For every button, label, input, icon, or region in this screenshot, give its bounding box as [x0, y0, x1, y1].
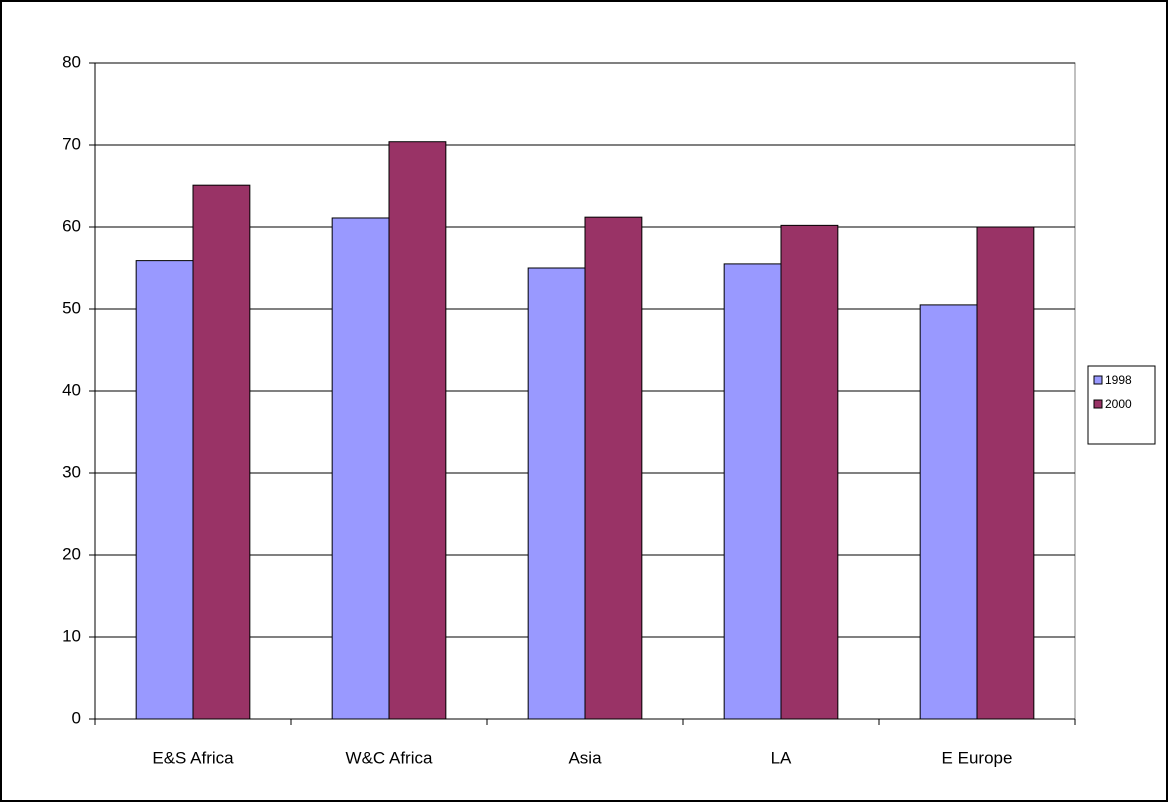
bar — [584, 216, 643, 720]
y-tick-label: 40 — [62, 380, 81, 399]
bar — [976, 226, 1035, 720]
x-tick-label: Asia — [568, 748, 602, 767]
bar — [388, 141, 447, 720]
x-tick-label: LA — [771, 748, 792, 767]
y-tick-label: 60 — [62, 216, 81, 235]
bar — [527, 267, 586, 720]
bar — [331, 217, 390, 720]
y-tick-label: 30 — [62, 462, 81, 481]
bar — [192, 184, 251, 720]
bar — [723, 263, 782, 720]
bar — [135, 260, 194, 720]
y-tick-label: 70 — [62, 134, 81, 153]
x-tick-label: E Europe — [942, 748, 1013, 767]
y-tick-label: 10 — [62, 626, 81, 645]
y-tick-label: 80 — [62, 52, 81, 71]
legend-swatch — [1093, 375, 1103, 385]
x-tick-label: E&S Africa — [152, 748, 234, 767]
legend-label: 2000 — [1105, 397, 1132, 411]
bar — [919, 304, 978, 720]
y-tick-label: 50 — [62, 298, 81, 317]
legend-swatch — [1093, 399, 1103, 409]
y-tick-label: 20 — [62, 544, 81, 563]
bar — [780, 224, 839, 720]
y-tick-label: 0 — [72, 708, 81, 727]
x-tick-label: W&C Africa — [346, 748, 433, 767]
legend-label: 1998 — [1105, 373, 1132, 387]
